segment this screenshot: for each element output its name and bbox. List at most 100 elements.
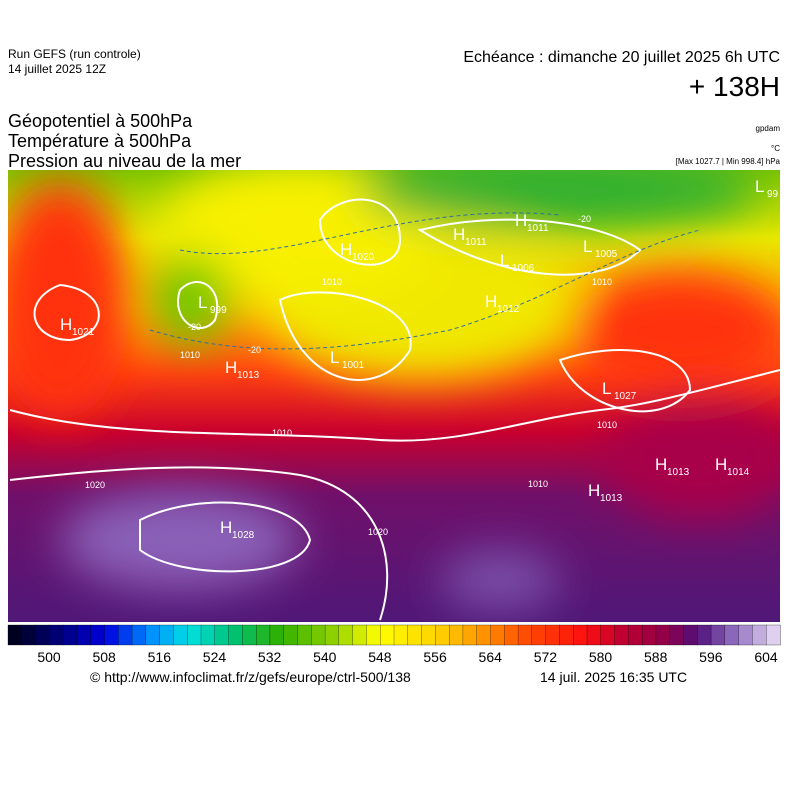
colorbar-swatch (448, 624, 464, 646)
colorbar-swatch (683, 624, 698, 646)
colorbar-swatch (407, 624, 423, 646)
colorbar-swatch (614, 624, 630, 646)
colorbar-swatch (366, 624, 381, 646)
colorbar-label: 556 (423, 649, 447, 665)
title: Géopotentiel à 500hPa (8, 111, 193, 131)
colorbar-swatch (393, 624, 409, 646)
colorbar-swatch (35, 624, 51, 646)
center-value: 1011 (465, 237, 487, 248)
center-type: H (60, 315, 72, 334)
isobar-label: 1020 (368, 527, 388, 537)
colorbar-swatch (517, 624, 533, 646)
colorbar: 500 508 516 524 532 540 548 556 564 572 580 588 596 6… (7, 624, 781, 665)
colorbar-swatch (297, 624, 312, 646)
center-value: 1020 (352, 252, 375, 263)
center-value: 1012 (497, 304, 520, 315)
colorbar-swatch (324, 624, 340, 646)
center-type: H (588, 481, 600, 500)
center-type: L (500, 251, 509, 270)
colorbar-swatch (338, 624, 354, 646)
colorbar-swatch (669, 624, 685, 646)
colorbar-label: 532 (258, 649, 282, 665)
colorbar-swatch (476, 624, 492, 646)
colorbar-swatch (710, 624, 726, 646)
colorbar-swatch (104, 624, 119, 646)
colorbar-swatch (531, 624, 547, 646)
colorbar-swatch (214, 624, 230, 646)
colorbar-swatch (586, 624, 602, 646)
unit: gpdam (756, 124, 781, 133)
colorbar-swatch (62, 624, 78, 646)
colorbar-swatch (421, 624, 437, 646)
lead: + 138H (689, 71, 780, 102)
center-value: 1005 (595, 249, 618, 260)
isobar-label: -20 (188, 322, 201, 332)
isobar-label: 1010 (528, 479, 548, 489)
center-type: H (715, 455, 727, 474)
center-value: 1013 (237, 370, 260, 381)
forecast: Echéance : dimanche 20 juillet 2025 6h U… (463, 49, 780, 66)
isobar-label: -20 (578, 214, 591, 224)
center-value: 1006 (512, 263, 535, 274)
colorbar-swatch (490, 624, 505, 646)
colorbar-swatch (49, 624, 64, 646)
colorbar-label: 524 (203, 649, 227, 665)
colorbar-swatch (352, 624, 368, 646)
colorbar-label: 516 (148, 649, 172, 665)
colorbar-swatch (559, 624, 574, 646)
center-type: H (453, 225, 465, 244)
colorbar-swatch (752, 624, 767, 646)
center-type: H (485, 292, 497, 311)
center-value: 1013 (667, 467, 690, 478)
unit: [Max 1027.7 | Min 998.4] hPa (676, 157, 781, 166)
center-value: 1013 (600, 493, 623, 504)
center-type: L (198, 293, 207, 312)
colorbar-swatch (76, 624, 92, 646)
colorbar-swatch (462, 624, 478, 646)
center-type: L (602, 379, 611, 398)
colorbar-swatch (738, 624, 754, 646)
colorbar-label: 500 (37, 649, 61, 665)
colorbar-swatch (724, 624, 740, 646)
isobar-label: 1010 (272, 428, 292, 438)
colorbar-swatch (311, 624, 326, 646)
colorbar-swatch (641, 624, 657, 646)
unit: °C (771, 144, 780, 153)
colorbar-swatch (545, 624, 561, 646)
center-type: H (220, 518, 232, 537)
center-type: H (225, 358, 237, 377)
center-value: 1011 (527, 223, 549, 234)
colorbar-label: 596 (699, 649, 723, 665)
isobar-label: 1010 (597, 420, 617, 430)
colorbar-swatch (628, 624, 643, 646)
colorbar-swatch (187, 624, 202, 646)
isobar-label: 1010 (592, 277, 612, 287)
run-date: 14 juillet 2025 12Z (8, 62, 106, 76)
colorbar-swatch (173, 624, 188, 646)
colorbar-swatch (600, 624, 616, 646)
colorbar-label: 572 (534, 649, 558, 665)
colorbar-swatch (283, 624, 299, 646)
center-value: 1014 (727, 467, 750, 478)
center-value: 999 (210, 305, 227, 316)
map (8, 170, 780, 622)
footer-time: 14 juil. 2025 16:35 UTC (540, 669, 687, 685)
colorbar-swatch (145, 624, 161, 646)
center-type: H (515, 211, 527, 230)
colorbar-label: 508 (92, 649, 116, 665)
colorbar-swatch (200, 624, 216, 646)
colorbar-swatch (573, 624, 588, 646)
colorbar-swatch (504, 624, 519, 646)
colorbar-swatch (159, 624, 175, 646)
colorbar-label: 588 (644, 649, 668, 665)
colorbar-swatch (435, 624, 450, 646)
center-type: L (583, 237, 592, 256)
center-value: 1021 (72, 327, 95, 338)
center-type: H (340, 240, 352, 259)
colorbar-swatch (118, 624, 133, 646)
colorbar-swatch (655, 624, 671, 646)
colorbar-swatch (766, 624, 781, 646)
center-value: 1001 (342, 360, 365, 371)
isobar-label: 1010 (180, 350, 200, 360)
colorbar-label: 580 (589, 649, 613, 665)
